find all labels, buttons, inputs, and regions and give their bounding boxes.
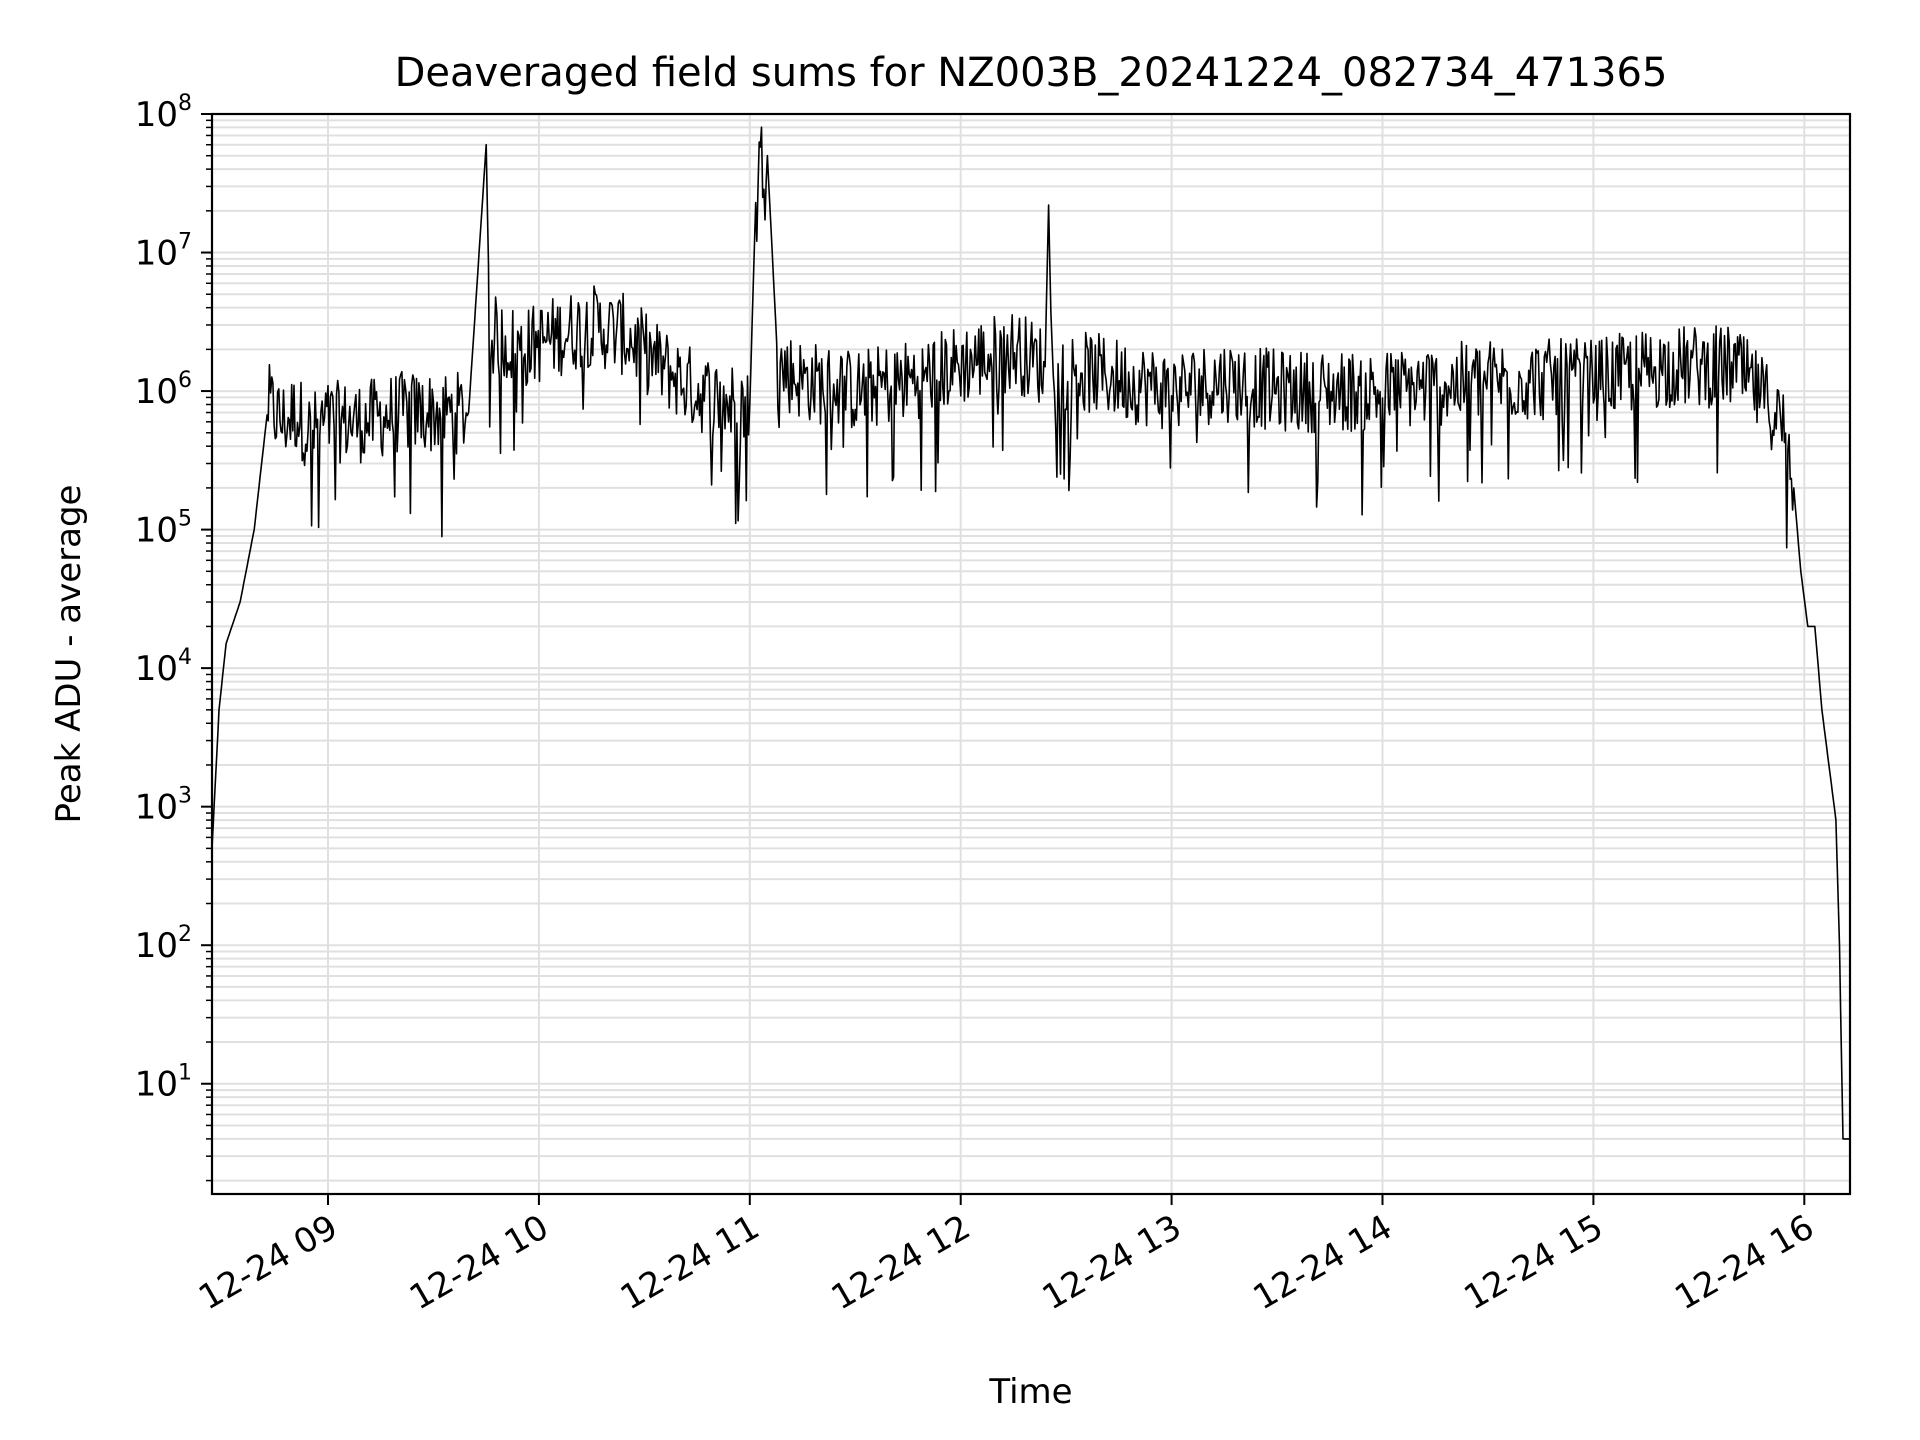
y-tick-label: 107 (135, 230, 192, 274)
y-tick-exponent: 7 (178, 230, 192, 255)
x-tick-label: 12-24 15 (1458, 1207, 1610, 1318)
y-tick-exponent: 6 (178, 368, 192, 393)
y-tick-base: 10 (135, 788, 178, 828)
y-tick-base: 10 (135, 234, 178, 274)
y-tick-exponent: 4 (178, 645, 192, 670)
y-tick-label: 104 (135, 645, 192, 689)
x-tick-label: 12-24 13 (1036, 1207, 1188, 1318)
x-tick-label: 12-24 16 (1668, 1207, 1820, 1318)
x-tick-label: 12-24 09 (192, 1207, 344, 1318)
y-tick-base: 10 (135, 95, 178, 135)
y-tick-base: 10 (135, 372, 178, 412)
y-tick-base: 10 (135, 511, 178, 551)
y-tick-exponent: 2 (178, 922, 192, 947)
y-tick-label: 103 (135, 784, 192, 828)
y-tick-base: 10 (135, 926, 178, 966)
grid-layer (212, 113, 1850, 1194)
x-tick-label: 12-24 12 (825, 1207, 977, 1318)
x-tick-label: 12-24 14 (1247, 1207, 1399, 1318)
y-axis-title: Peak ADU - average (49, 485, 89, 824)
y-tick-base: 10 (135, 649, 178, 689)
y-tick-base: 10 (135, 1065, 178, 1105)
y-tick-exponent: 8 (178, 91, 192, 116)
x-axis-title: Time (988, 1372, 1072, 1412)
y-tick-exponent: 1 (178, 1061, 192, 1086)
y-tick-label: 108 (135, 91, 192, 135)
x-tick-label: 12-24 10 (403, 1207, 555, 1318)
y-tick-exponent: 3 (178, 784, 192, 809)
y-tick-label: 105 (135, 507, 192, 551)
y-tick-label: 106 (135, 368, 192, 412)
y-tick-exponent: 5 (178, 507, 192, 532)
chart-title: Deaveraged field sums for NZ003B_2024122… (395, 50, 1668, 96)
plot-frame (210, 112, 1852, 1196)
y-tick-label: 102 (135, 922, 192, 966)
x-tick-label: 12-24 11 (614, 1207, 766, 1318)
series-line (211, 126, 1850, 1140)
y-tick-label: 101 (135, 1061, 192, 1105)
